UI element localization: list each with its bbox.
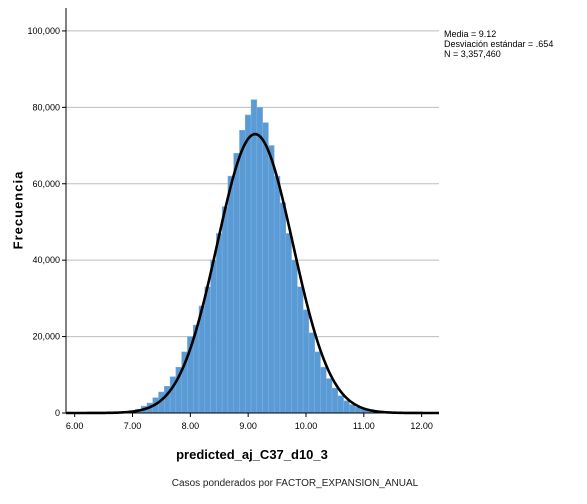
histogram-bar: [325, 378, 333, 414]
histogram-bar: [308, 332, 315, 414]
y-tick-label: 80,000: [32, 102, 60, 112]
histogram-bar: [302, 309, 310, 414]
x-axis-title: predicted_aj_C37_d10_3: [176, 447, 328, 462]
stats-n: N = 3,357,460: [444, 49, 501, 59]
histogram-bar: [233, 152, 240, 414]
histogram-bar: [227, 175, 234, 414]
normal-curve: [66, 132, 439, 415]
histogram-bar: [204, 286, 211, 414]
histogram-bar: [239, 130, 246, 414]
y-axis-title: Frecuencia: [10, 170, 26, 250]
x-tick-label: 7.00: [124, 421, 142, 431]
histogram-bar: [331, 387, 339, 414]
histogram-bar: [297, 286, 304, 414]
y-tick-label: 20,000: [32, 332, 60, 342]
histogram-bar: [320, 366, 327, 414]
histogram-bar: [279, 202, 287, 414]
histogram-bar: [343, 400, 350, 414]
x-tick-label: 9.00: [239, 421, 257, 431]
stats-std-dev: Desviación estándar = .654: [444, 39, 554, 49]
y-tick-label: 0: [55, 408, 60, 418]
histogram-bar: [285, 233, 292, 414]
y-tick-label: 40,000: [32, 255, 60, 265]
histogram-bar: [216, 233, 223, 414]
histogram-bar: [256, 107, 263, 414]
histogram-bar: [273, 175, 281, 414]
x-tick-label: 8.00: [182, 421, 200, 431]
histogram-bar: [262, 122, 269, 414]
histogram-bar: [349, 404, 356, 414]
histogram-bar: [221, 206, 229, 414]
histogram-bar: [245, 114, 252, 414]
histogram-bar: [268, 145, 275, 414]
histogram-bar: [250, 99, 258, 414]
y-tick-label: 100,000: [27, 26, 60, 36]
histogram-bar: [291, 259, 298, 414]
x-tick-label: 10.00: [295, 421, 318, 431]
histogram-bar: [314, 351, 321, 414]
histogram-bar: [198, 305, 206, 414]
y-tick-label: 60,000: [32, 179, 60, 189]
histogram-bar: [337, 395, 344, 414]
x-tick-label: 6.00: [66, 421, 84, 431]
stats-mean: Media = 9.12: [444, 29, 497, 39]
histogram-bar: [210, 259, 217, 414]
x-tick-label: 11.00: [353, 421, 375, 431]
stats-legend: Media = 9.12 Desviación estándar = .654 …: [444, 29, 553, 59]
weighting-footnote: Casos ponderados por FACTOR_EXPANSION_AN…: [171, 478, 419, 489]
x-tick-label: 12.00: [410, 421, 433, 431]
